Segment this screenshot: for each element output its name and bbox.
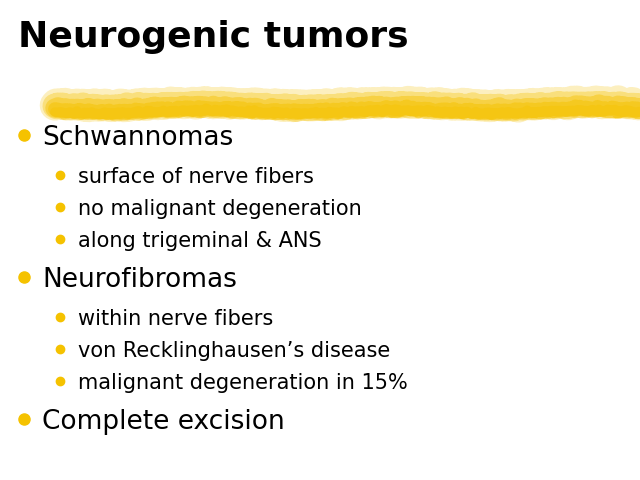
Text: Neurogenic tumors: Neurogenic tumors bbox=[18, 20, 408, 54]
Text: Schwannomas: Schwannomas bbox=[42, 125, 233, 151]
Text: along trigeminal & ANS: along trigeminal & ANS bbox=[78, 231, 322, 251]
Text: Neurofibromas: Neurofibromas bbox=[42, 267, 237, 293]
Text: no malignant degeneration: no malignant degeneration bbox=[78, 199, 362, 219]
Text: within nerve fibers: within nerve fibers bbox=[78, 309, 273, 329]
Text: surface of nerve fibers: surface of nerve fibers bbox=[78, 167, 314, 187]
Text: malignant degeneration in 15%: malignant degeneration in 15% bbox=[78, 373, 408, 393]
Text: Complete excision: Complete excision bbox=[42, 409, 285, 435]
Text: von Recklinghausen’s disease: von Recklinghausen’s disease bbox=[78, 341, 390, 361]
